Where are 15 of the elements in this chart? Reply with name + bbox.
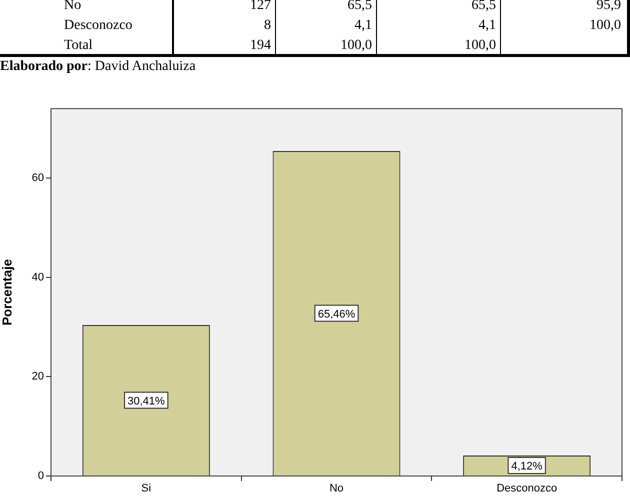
- x-tick-label: Si: [141, 482, 152, 495]
- y-tick-label: 40: [32, 271, 44, 284]
- text: No 127 65,5 65,5 95,9: [64, 0, 621, 13]
- y-tick-label: 0: [38, 470, 44, 482]
- text: Desconozco 8 4,1 4,1 100,0: [64, 18, 621, 33]
- y-tick-label: 20: [32, 370, 44, 383]
- data-label: 4,12%: [511, 460, 543, 473]
- y-tick-label: 60: [32, 172, 44, 184]
- data-label: 30,41%: [128, 395, 166, 408]
- text: Total 194 100,0 100,0: [64, 38, 496, 53]
- data-label: 65,46%: [318, 308, 356, 320]
- y-axis-title: Porcentaje: [0, 259, 14, 326]
- x-tick-label: Desconozco: [496, 482, 558, 495]
- x-tick-label: No: [329, 482, 344, 495]
- text: Elaborado por: David Anchaluiza: [0, 59, 196, 75]
